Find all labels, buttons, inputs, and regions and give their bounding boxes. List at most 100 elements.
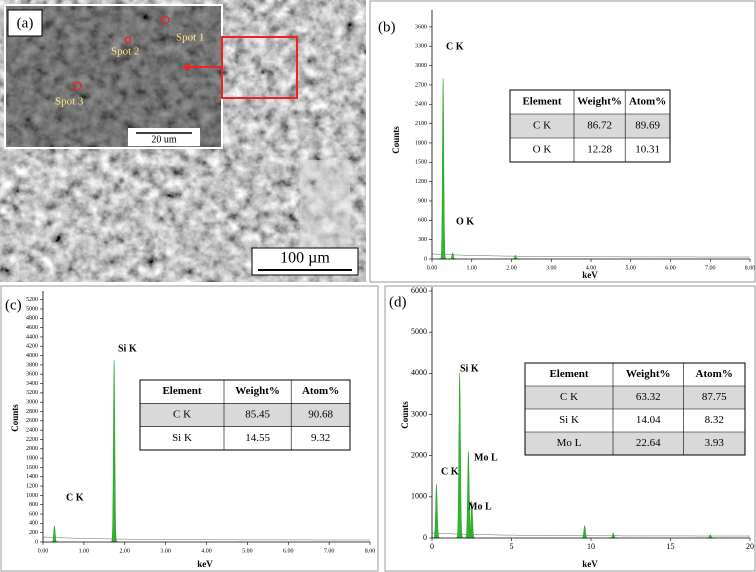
y-tick-label: 2400 xyxy=(26,428,38,434)
table-cell: 8.32 xyxy=(705,414,724,426)
table-cell: Mo L xyxy=(557,437,582,449)
scale-label: 100 µm xyxy=(280,250,330,267)
y-tick-label: 4600 xyxy=(26,325,38,331)
y-tick-label: 3000 xyxy=(26,400,38,406)
peak-label: Si K xyxy=(460,363,479,374)
table-cell: 10.31 xyxy=(635,144,660,156)
peak xyxy=(50,525,59,543)
table-cell: 14.55 xyxy=(245,432,270,444)
y-tick-label: 2600 xyxy=(26,418,38,424)
table-cell: 63.32 xyxy=(636,391,661,403)
y-tick-label: 4200 xyxy=(26,344,38,350)
y-tick-label: 600 xyxy=(418,218,427,224)
spot xyxy=(160,15,170,25)
table-header: Atom% xyxy=(696,368,733,380)
x-tick-label: 7.00 xyxy=(705,265,716,271)
table-cell: 89.69 xyxy=(635,120,660,132)
peak-label: Si K xyxy=(118,343,137,354)
x-tick-label: 0.00 xyxy=(38,548,49,554)
x-tick-label: 8.00 xyxy=(365,548,376,554)
y-tick-label: 4000 xyxy=(26,353,38,359)
panel-label: (a) xyxy=(17,15,34,31)
y-tick-label: 400 xyxy=(29,521,38,527)
table-cell: C K xyxy=(533,120,551,132)
y-tick-label: 1200 xyxy=(26,483,38,489)
table-border xyxy=(139,379,351,451)
table-border xyxy=(509,89,671,163)
y-tick-label: 3300 xyxy=(415,44,427,50)
x-tick-label: 1.00 xyxy=(79,548,90,554)
y-tick-label: 900 xyxy=(418,198,427,204)
table-cell: Si K xyxy=(172,432,192,444)
y-tick-label: 3200 xyxy=(26,390,38,396)
y-tick-label: 2700 xyxy=(415,82,427,88)
peak xyxy=(109,360,119,543)
spot-label: Spot 3 xyxy=(55,96,84,108)
table-cell: 14.04 xyxy=(636,414,661,426)
y-axis-label: Counts xyxy=(10,404,20,432)
y-axis-label: Counts xyxy=(400,401,410,429)
y-tick-label: 5000 xyxy=(411,327,427,336)
y-tick-label: 2000 xyxy=(26,446,38,452)
spot xyxy=(72,81,82,91)
peak xyxy=(454,373,465,539)
x-axis-label: keV xyxy=(582,270,598,280)
y-tick-label: 3600 xyxy=(26,372,38,378)
y-tick-label: 4800 xyxy=(26,316,38,322)
y-tick-label: 1800 xyxy=(26,455,38,461)
peak xyxy=(431,484,442,539)
y-tick-label: 0 xyxy=(424,256,427,262)
x-tick-label: 3.00 xyxy=(160,548,171,554)
table-cell: 9.32 xyxy=(311,432,330,444)
y-tick-label: 4400 xyxy=(26,334,38,340)
y-tick-label: 1000 xyxy=(411,492,427,501)
x-tick-label: 8.00 xyxy=(745,265,756,271)
y-tick-label: 3800 xyxy=(26,362,38,368)
panel-border xyxy=(369,0,756,283)
table-header: Element xyxy=(162,385,201,397)
table-cell: 3.93 xyxy=(705,437,725,449)
bright-region xyxy=(300,160,350,250)
y-tick-label: 1000 xyxy=(26,493,38,499)
panel-label: (b) xyxy=(378,19,396,35)
peak-label: C K xyxy=(446,41,464,52)
x-tick-label: 7.00 xyxy=(324,548,335,554)
panel-border xyxy=(384,285,756,572)
table-header: Weight% xyxy=(626,368,671,380)
y-tick-label: 6000 xyxy=(411,286,427,295)
y-tick-label: 2100 xyxy=(415,121,427,127)
y-tick-label: 1600 xyxy=(26,465,38,471)
y-tick-label: 3000 xyxy=(411,409,427,418)
y-tick-label: 2400 xyxy=(415,102,427,108)
y-tick-label: 800 xyxy=(29,502,38,508)
spot xyxy=(124,36,132,44)
peak xyxy=(438,78,448,260)
background xyxy=(42,536,370,541)
peak-label: O K xyxy=(456,216,474,227)
label-box xyxy=(7,9,43,37)
x-tick-label: 4.00 xyxy=(586,265,597,271)
peak xyxy=(579,525,590,539)
y-tick-label: 1400 xyxy=(26,474,38,480)
peak-label: C K xyxy=(66,492,84,503)
x-tick-label: 0 xyxy=(430,542,434,551)
y-tick-label: 3600 xyxy=(415,24,427,30)
y-tick-label: 1500 xyxy=(415,160,427,166)
table-cell: 12.28 xyxy=(587,144,612,156)
x-tick-label: 5.00 xyxy=(242,548,253,554)
inset-scale-label: 20 um xyxy=(151,134,177,145)
y-tick-label: 200 xyxy=(29,530,38,536)
y-tick-label: 1800 xyxy=(415,140,427,146)
row-shade xyxy=(525,432,745,455)
background xyxy=(431,532,750,537)
x-tick-label: 3.00 xyxy=(546,265,557,271)
background xyxy=(431,253,750,258)
table-cell: 86.72 xyxy=(587,120,612,132)
x-tick-label: 6.00 xyxy=(283,548,294,554)
table-cell: 22.64 xyxy=(636,437,661,449)
table-header: Atom% xyxy=(302,385,339,397)
x-tick-label: 0.00 xyxy=(427,265,438,271)
x-axis-label: keV xyxy=(197,559,213,569)
y-tick-label: 3000 xyxy=(415,63,427,69)
